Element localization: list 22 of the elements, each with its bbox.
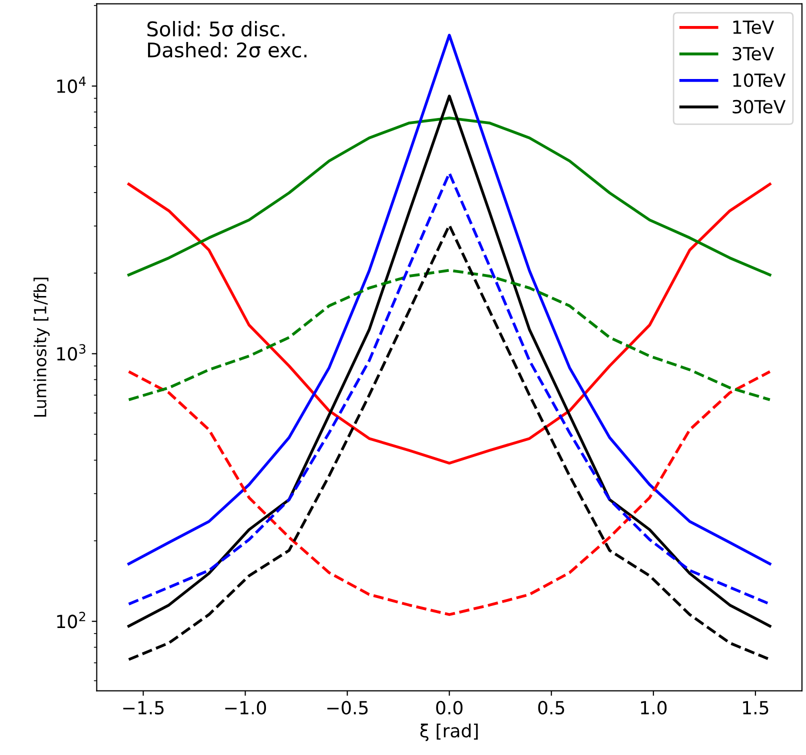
y-tick-label: 10$^{4}$ <box>57 76 86 94</box>
x-tick-label: −0.5 <box>327 700 368 715</box>
line-series <box>127 224 772 661</box>
y-axis-title: Luminosity [1/fb] <box>34 278 50 417</box>
line-series <box>127 268 772 402</box>
x-tick-label: 1.0 <box>641 700 667 715</box>
x-tick-label: 0.0 <box>436 700 463 715</box>
annotation: Solid: 5σ disc. Dashed: 2σ exc. <box>147 20 306 58</box>
legend-label: 1TeV <box>733 20 774 34</box>
legend-label: 10TeV <box>733 73 786 88</box>
line-series <box>127 182 772 465</box>
y-tick-label: 10$^{3}$ <box>57 344 86 361</box>
y-tick-label: 10$^{2}$ <box>57 612 86 628</box>
x-tick-label: 1.5 <box>743 701 768 715</box>
line-series <box>127 370 772 616</box>
x-tick-label: −1.5 <box>123 701 164 715</box>
legend-label: 3TeV <box>732 46 774 61</box>
legend-label: 30TeV <box>732 100 786 114</box>
x-tick-label: −1.0 <box>225 700 266 715</box>
x-axis-title: ξ [rad] <box>420 724 478 742</box>
x-tick-label: 0.5 <box>538 700 564 715</box>
line-series <box>127 116 772 276</box>
